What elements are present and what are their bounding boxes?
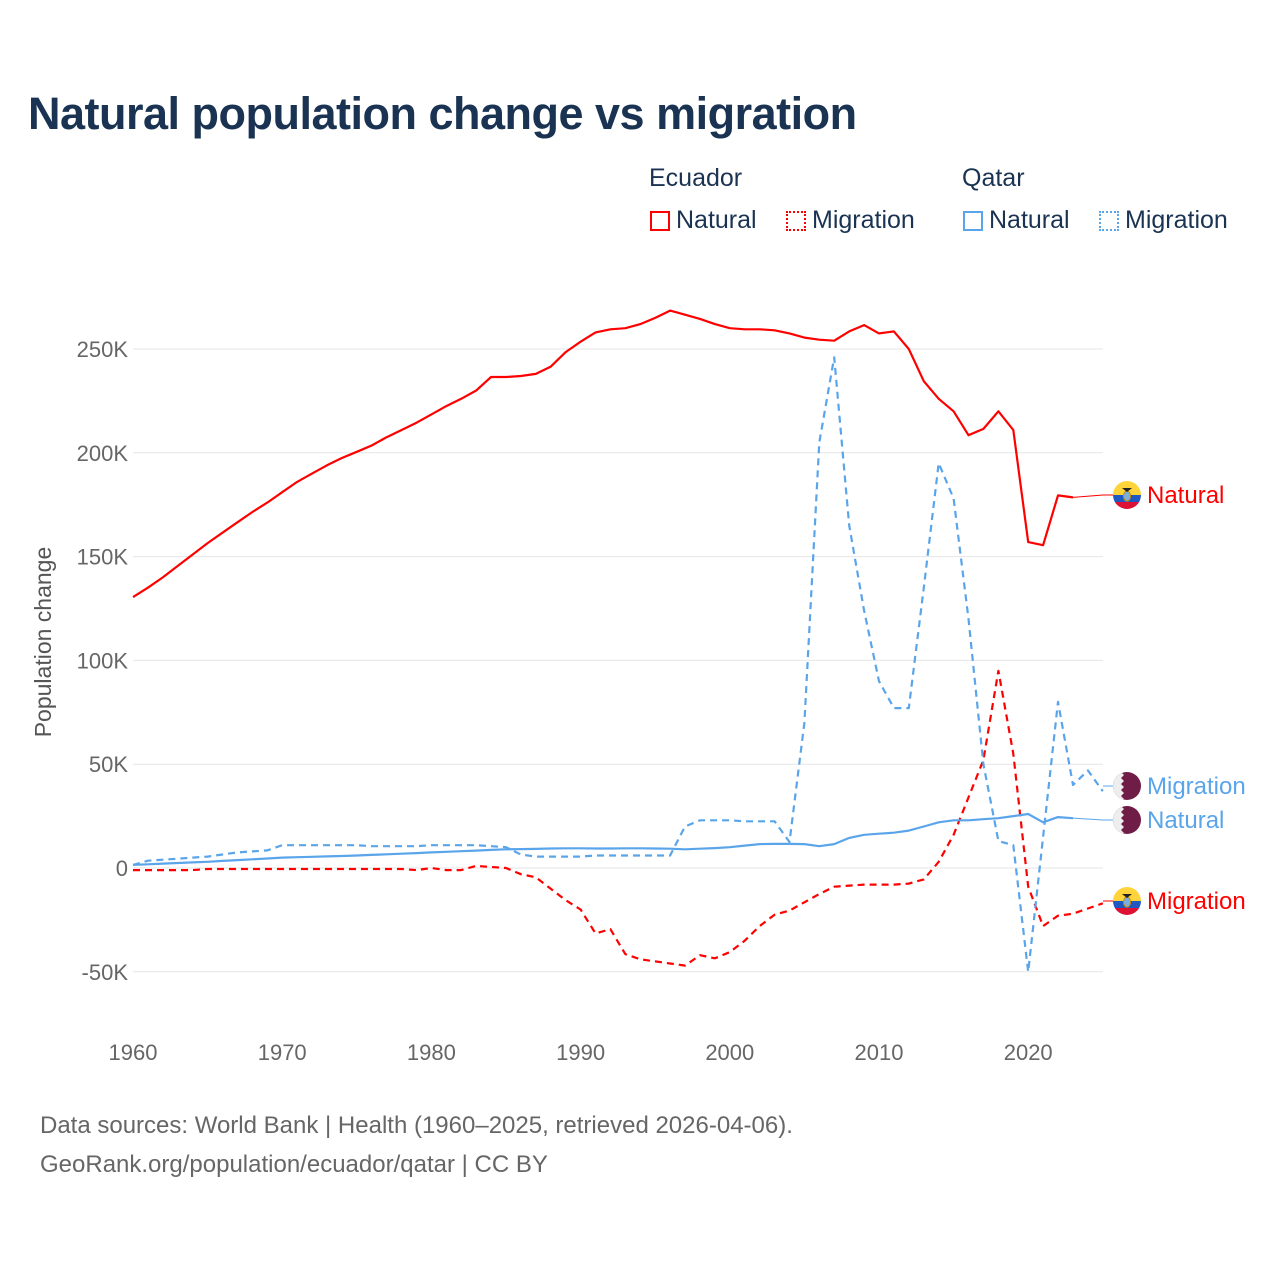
legend-label: Natural <box>676 206 757 234</box>
x-tick-label: 2000 <box>705 1040 754 1065</box>
legend-label: Migration <box>812 206 915 234</box>
x-tick-label: 1980 <box>407 1040 456 1065</box>
y-tick-label: -50K <box>82 960 129 985</box>
legend-group-qatar: Qatar <box>962 164 1025 192</box>
series-end-label: Migration <box>1147 888 1246 915</box>
y-tick-label: 250K <box>77 337 129 362</box>
footer: Data sources: World Bank | Health (1960–… <box>40 1106 793 1184</box>
x-tick-label: 2020 <box>1004 1040 1053 1065</box>
series-end-label: Migration <box>1147 773 1246 800</box>
qatar-flag-icon <box>1113 806 1141 834</box>
legend-ecuador-natural[interactable]: Natural <box>650 206 757 235</box>
legend-qatar-natural[interactable]: Natural <box>963 206 1070 235</box>
legend-label: Migration <box>1125 206 1228 234</box>
legend-swatch-dotted-red <box>786 210 806 231</box>
series-end-label: Natural <box>1147 482 1224 509</box>
series-line-qatar-migration <box>132 356 1104 973</box>
legend-swatch-solid-blue <box>963 210 983 231</box>
x-tick-label: 1990 <box>556 1040 605 1065</box>
series-end-label: Natural <box>1147 807 1224 834</box>
x-tick-label: 2010 <box>855 1040 904 1065</box>
legend-ecuador-migration[interactable]: Migration <box>786 206 915 235</box>
footer-sources: Data sources: World Bank | Health (1960–… <box>40 1112 793 1139</box>
y-tick-label: 0 <box>116 856 128 881</box>
footer-url[interactable]: GeoRank.org/population/ecuador/qatar | C… <box>40 1151 548 1178</box>
ecuador-flag-icon <box>1113 481 1141 509</box>
x-tick-label: 1970 <box>258 1040 307 1065</box>
qatar-flag-icon <box>1113 772 1141 800</box>
series-line-ecuador-natural <box>132 309 1074 599</box>
y-tick-label: 100K <box>77 648 129 673</box>
y-tick-label: 150K <box>77 545 129 570</box>
y-tick-label: 200K <box>77 441 129 466</box>
legend-swatch-solid-red <box>650 210 670 231</box>
series-extension <box>1072 817 1104 821</box>
y-axis-label: Population change <box>30 547 56 738</box>
x-tick-label: 1960 <box>109 1040 158 1065</box>
legend-group-ecuador: Ecuador <box>649 164 743 192</box>
series-line-qatar-natural <box>132 812 1074 866</box>
ecuador-flag-icon <box>1113 887 1141 915</box>
legend-label: Natural <box>989 206 1070 234</box>
series-extension <box>1072 494 1104 498</box>
legend-swatch-dotted-blue <box>1099 210 1119 231</box>
series-line-ecuador-migration <box>133 669 1104 967</box>
chart-title: Natural population change vs migration <box>28 88 857 139</box>
y-tick-label: 50K <box>89 752 128 777</box>
legend-qatar-migration[interactable]: Migration <box>1099 206 1228 235</box>
